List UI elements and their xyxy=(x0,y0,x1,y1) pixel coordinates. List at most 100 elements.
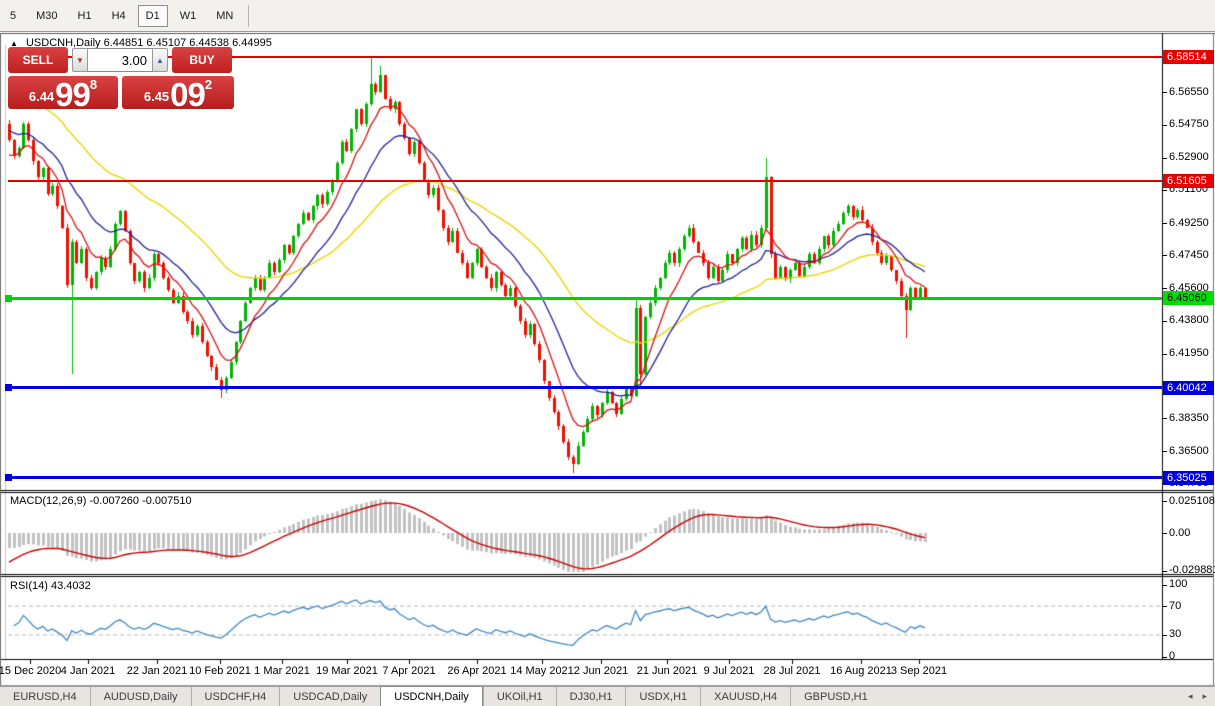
horizontal-price-line[interactable] xyxy=(8,386,1162,389)
horizontal-price-line[interactable] xyxy=(8,297,1162,300)
horizontal-price-line[interactable] xyxy=(8,56,1162,58)
price-tick-label: 6.43800 xyxy=(1169,314,1209,326)
price-tick-mark xyxy=(1162,92,1167,93)
sell-price-button[interactable]: 6.44 99 8 xyxy=(8,76,118,111)
buy-price-prefix: 6.45 xyxy=(143,89,170,104)
timeframe-h1[interactable]: H1 xyxy=(77,9,92,22)
price-tick-mark xyxy=(1162,418,1167,419)
sell-price-prefix: 6.44 xyxy=(28,89,55,104)
price-tick-mark xyxy=(1162,288,1167,289)
tab-usdcad-daily[interactable]: USDCAD,Daily xyxy=(279,687,380,706)
sell-price-sup: 8 xyxy=(89,77,98,92)
date-axis-label: 2 Jun 2021 xyxy=(573,665,629,677)
price-tick-mark xyxy=(1162,158,1167,159)
tab-ukoil-h1[interactable]: UKOil,H1 xyxy=(482,687,556,706)
rsi-tick-mark xyxy=(1162,606,1167,607)
price-line-label: 6.40042 xyxy=(1163,381,1214,395)
rsi-tick-mark xyxy=(1162,585,1167,586)
date-axis-label: 28 Jul 2021 xyxy=(763,665,821,677)
buy-price-sup: 2 xyxy=(204,77,213,92)
tab-usdchf-h4[interactable]: USDCHF,H4 xyxy=(190,687,280,706)
macd-tick-label: 0.00 xyxy=(1169,527,1191,539)
date-axis-label: 16 Aug 2021 xyxy=(830,665,892,677)
price-tick-mark xyxy=(1162,125,1167,126)
line-anchor-marker[interactable] xyxy=(5,295,12,302)
date-axis-label: 3 Sep 2021 xyxy=(890,665,948,677)
symbol-label: USDCNH,Daily xyxy=(25,37,101,49)
tab-scroll-arrows: ◂ ▸ xyxy=(1178,687,1215,706)
tab-scroll-right-icon[interactable]: ▸ xyxy=(1202,691,1207,701)
timeframe-toolbar: 5 M30 H1 H4 D1 W1 MN xyxy=(0,0,1215,32)
rsi-tick-mark xyxy=(1162,657,1167,658)
price-tick-label: 6.36500 xyxy=(1169,445,1209,457)
date-axis-label: 21 Jun 2021 xyxy=(636,665,698,677)
macd-tick-label: 0.025108 xyxy=(1169,495,1215,507)
chart-title[interactable]: ▲ USDCNH,Daily 6.44851 6.45107 6.44538 6… xyxy=(10,37,272,49)
tab-gbpusd-h1[interactable]: GBPUSD,H1 xyxy=(790,687,881,706)
price-line-label: 6.45060 xyxy=(1163,291,1214,305)
collapse-triangle-icon[interactable]: ▲ xyxy=(10,39,18,48)
tab-usdx-h1[interactable]: USDX,H1 xyxy=(625,687,700,706)
price-tick-mark xyxy=(1162,451,1167,452)
rsi-tick-mark xyxy=(1162,635,1167,636)
date-axis-label: 1 Mar 2021 xyxy=(254,665,310,677)
macd-tick-mark xyxy=(1162,533,1167,534)
trade-panel-row1: SELL ▼ ▲ BUY xyxy=(8,47,234,73)
timeframe-mn[interactable]: MN xyxy=(216,9,234,22)
date-axis-label: 9 Jul 2021 xyxy=(703,665,755,677)
one-click-trade-panel: SELL ▼ ▲ BUY 6.44 99 8 6.45 09 2 xyxy=(8,47,234,113)
rsi-tick-label: 100 xyxy=(1169,578,1188,590)
horizontal-price-line[interactable] xyxy=(8,476,1162,479)
price-tick-label: 6.54750 xyxy=(1169,118,1209,130)
toolbar-divider xyxy=(248,4,250,27)
volume-increase-button[interactable]: ▲ xyxy=(152,48,168,72)
date-axis-label: 22 Jan 2021 xyxy=(126,665,188,677)
price-tick-label: 6.38350 xyxy=(1169,412,1209,424)
date-axis-label: 19 Mar 2021 xyxy=(316,665,378,677)
price-line-label: 6.51605 xyxy=(1163,174,1214,188)
date-axis-label: 14 May 2021 xyxy=(510,665,574,677)
timeframe-m30[interactable]: M30 xyxy=(36,9,58,22)
price-tick-mark xyxy=(1162,190,1167,191)
sell-button[interactable]: SELL xyxy=(8,47,68,73)
volume-decrease-button[interactable]: ▼ xyxy=(72,48,88,72)
timeframe-5[interactable]: 5 xyxy=(10,9,17,22)
tab-audusd-daily[interactable]: AUDUSD,Daily xyxy=(89,687,191,706)
price-tick-mark xyxy=(1162,223,1167,224)
date-axis-label: 7 Apr 2021 xyxy=(382,665,436,677)
line-anchor-marker[interactable] xyxy=(5,474,12,481)
line-anchor-marker[interactable] xyxy=(5,384,12,391)
price-tick-label: 6.56550 xyxy=(1169,86,1209,98)
price-tick-mark xyxy=(1162,354,1167,355)
tab-dj30-h1[interactable]: DJ30,H1 xyxy=(555,687,626,706)
horizontal-price-line[interactable] xyxy=(8,180,1162,182)
tab-xauusd-h4[interactable]: XAUUSD,H4 xyxy=(700,687,790,706)
macd-tick-mark xyxy=(1162,501,1167,502)
timeframe-d1[interactable]: D1 xyxy=(137,4,168,27)
tab-eurusd-h4[interactable]: EURUSD,H4 xyxy=(13,690,77,703)
buy-button[interactable]: BUY xyxy=(172,47,232,73)
date-axis-label: 10 Feb 2021 xyxy=(189,665,251,677)
price-tick-label: 6.49250 xyxy=(1169,217,1209,229)
rsi-tick-label: 0 xyxy=(1169,650,1176,662)
volume-input[interactable] xyxy=(88,48,152,72)
rsi-tick-label: 70 xyxy=(1169,600,1182,612)
rsi-tick-label: 30 xyxy=(1169,628,1182,640)
timeframe-w1[interactable]: W1 xyxy=(179,9,197,22)
date-axis-label: 4 Jan 2021 xyxy=(60,665,116,677)
price-tick-label: 6.41950 xyxy=(1169,347,1209,359)
buy-price-big: 09 xyxy=(170,75,206,113)
price-line-label: 6.58514 xyxy=(1163,50,1214,64)
date-axis-label: 15 Dec 2020 xyxy=(0,665,62,677)
buy-price-button[interactable]: 6.45 09 2 xyxy=(122,75,234,113)
price-tick-label: 6.52900 xyxy=(1169,151,1209,163)
tab-usdcnh-daily[interactable]: USDCNH,Daily xyxy=(380,686,483,706)
date-axis-label: 26 Apr 2021 xyxy=(447,665,507,677)
timeframe-h4[interactable]: H4 xyxy=(111,9,126,22)
tab-scroll-left-icon[interactable]: ◂ xyxy=(1187,691,1193,701)
rsi-label: RSI(14) 43.4032 xyxy=(10,580,91,592)
price-tick-label: 6.47450 xyxy=(1169,249,1209,261)
price-tick-mark xyxy=(1162,255,1167,256)
